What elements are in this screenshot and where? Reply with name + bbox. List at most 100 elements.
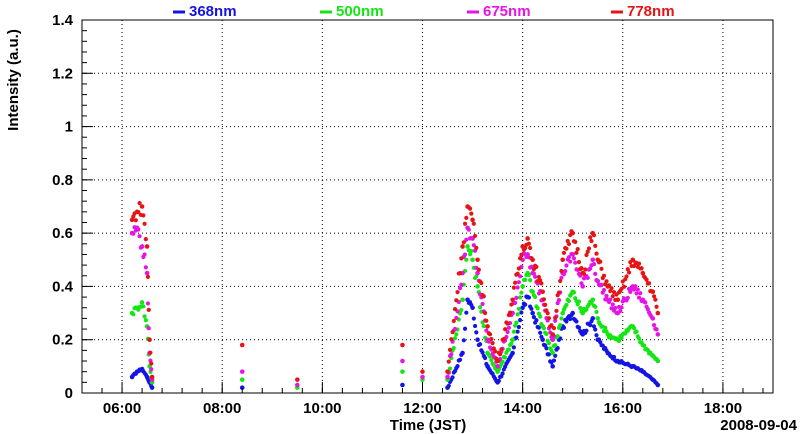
data-point xyxy=(515,329,520,334)
data-point xyxy=(570,252,576,257)
data-point xyxy=(129,217,135,223)
data-point xyxy=(564,302,569,308)
data-point xyxy=(643,300,648,305)
x-tick-label: 10:00 xyxy=(303,400,341,417)
data-point xyxy=(514,335,519,340)
data-point xyxy=(594,309,599,315)
data-point xyxy=(560,310,565,316)
legend-label: 368nm xyxy=(189,3,237,20)
data-point xyxy=(508,310,513,315)
data-point xyxy=(655,332,661,337)
data-point xyxy=(148,350,153,355)
data-point xyxy=(484,318,489,323)
data-point xyxy=(519,310,524,315)
data-point xyxy=(598,259,603,264)
data-point xyxy=(485,324,490,329)
data-point xyxy=(618,308,623,314)
data-point xyxy=(570,230,576,236)
data-point xyxy=(490,341,495,346)
data-point xyxy=(611,354,617,360)
data-point xyxy=(635,287,640,292)
data-point xyxy=(531,314,537,320)
data-point xyxy=(455,363,460,369)
data-point xyxy=(615,297,621,303)
data-point xyxy=(536,274,542,280)
data-point xyxy=(566,298,572,304)
data-point xyxy=(540,337,545,343)
data-point xyxy=(510,297,515,303)
data-point xyxy=(550,364,555,369)
data-point xyxy=(450,329,455,335)
data-point xyxy=(449,352,454,357)
data-point xyxy=(650,289,656,295)
data-point xyxy=(619,305,624,310)
data-point xyxy=(604,279,609,284)
data-point xyxy=(544,331,549,337)
data-point xyxy=(511,345,516,350)
data-layer xyxy=(129,200,661,390)
data-point xyxy=(525,236,530,241)
data-point xyxy=(239,342,245,348)
data-point xyxy=(593,271,598,277)
data-point xyxy=(530,257,535,263)
data-point xyxy=(553,315,558,320)
data-point xyxy=(523,277,528,282)
data-point xyxy=(446,359,451,364)
data-point xyxy=(499,347,504,352)
data-point xyxy=(446,383,451,388)
data-point xyxy=(505,321,510,326)
data-point xyxy=(239,377,245,382)
data-point xyxy=(505,329,510,335)
data-point xyxy=(624,274,629,279)
data-point xyxy=(487,332,493,337)
data-point xyxy=(603,325,608,330)
y-axis-title: Intensity (a.u.) xyxy=(5,29,22,131)
data-point xyxy=(538,330,543,335)
data-point xyxy=(146,307,151,312)
data-point xyxy=(584,328,589,333)
data-point xyxy=(510,350,515,356)
data-point xyxy=(475,337,480,343)
data-point xyxy=(636,261,642,266)
data-point xyxy=(593,327,598,332)
data-point xyxy=(551,358,557,363)
data-point xyxy=(470,257,475,263)
data-point xyxy=(606,283,612,288)
data-point xyxy=(523,302,528,307)
x-tick-label: 08:00 xyxy=(203,400,241,417)
data-point xyxy=(495,358,500,364)
data-point xyxy=(462,221,468,226)
data-point xyxy=(610,302,615,307)
data-point xyxy=(457,286,463,291)
data-point xyxy=(590,257,596,263)
data-point xyxy=(633,284,638,289)
data-point xyxy=(593,304,598,309)
data-point xyxy=(550,337,555,343)
data-point xyxy=(571,290,577,295)
data-point xyxy=(420,374,425,380)
data-point xyxy=(625,267,630,272)
data-point xyxy=(639,266,644,271)
data-point xyxy=(573,260,578,265)
data-point xyxy=(646,281,652,286)
data-point xyxy=(511,329,516,334)
x-tick-label: 12:00 xyxy=(403,400,441,417)
data-point xyxy=(631,263,637,269)
data-point xyxy=(461,338,466,343)
data-point xyxy=(561,325,567,330)
data-point xyxy=(513,280,518,285)
legend-label: 500nm xyxy=(336,3,384,20)
data-point xyxy=(133,218,138,223)
data-point xyxy=(613,305,618,311)
data-point xyxy=(551,326,557,331)
data-point xyxy=(464,310,469,315)
data-point xyxy=(621,284,627,289)
x-axis-title: Time (JST) xyxy=(390,417,466,434)
series-778nm xyxy=(129,200,661,382)
data-point xyxy=(454,315,459,321)
data-point xyxy=(520,305,525,311)
data-point xyxy=(510,337,515,343)
y-tick-label: 1.4 xyxy=(52,12,74,29)
series-500nm xyxy=(129,244,661,390)
data-point xyxy=(509,341,514,346)
